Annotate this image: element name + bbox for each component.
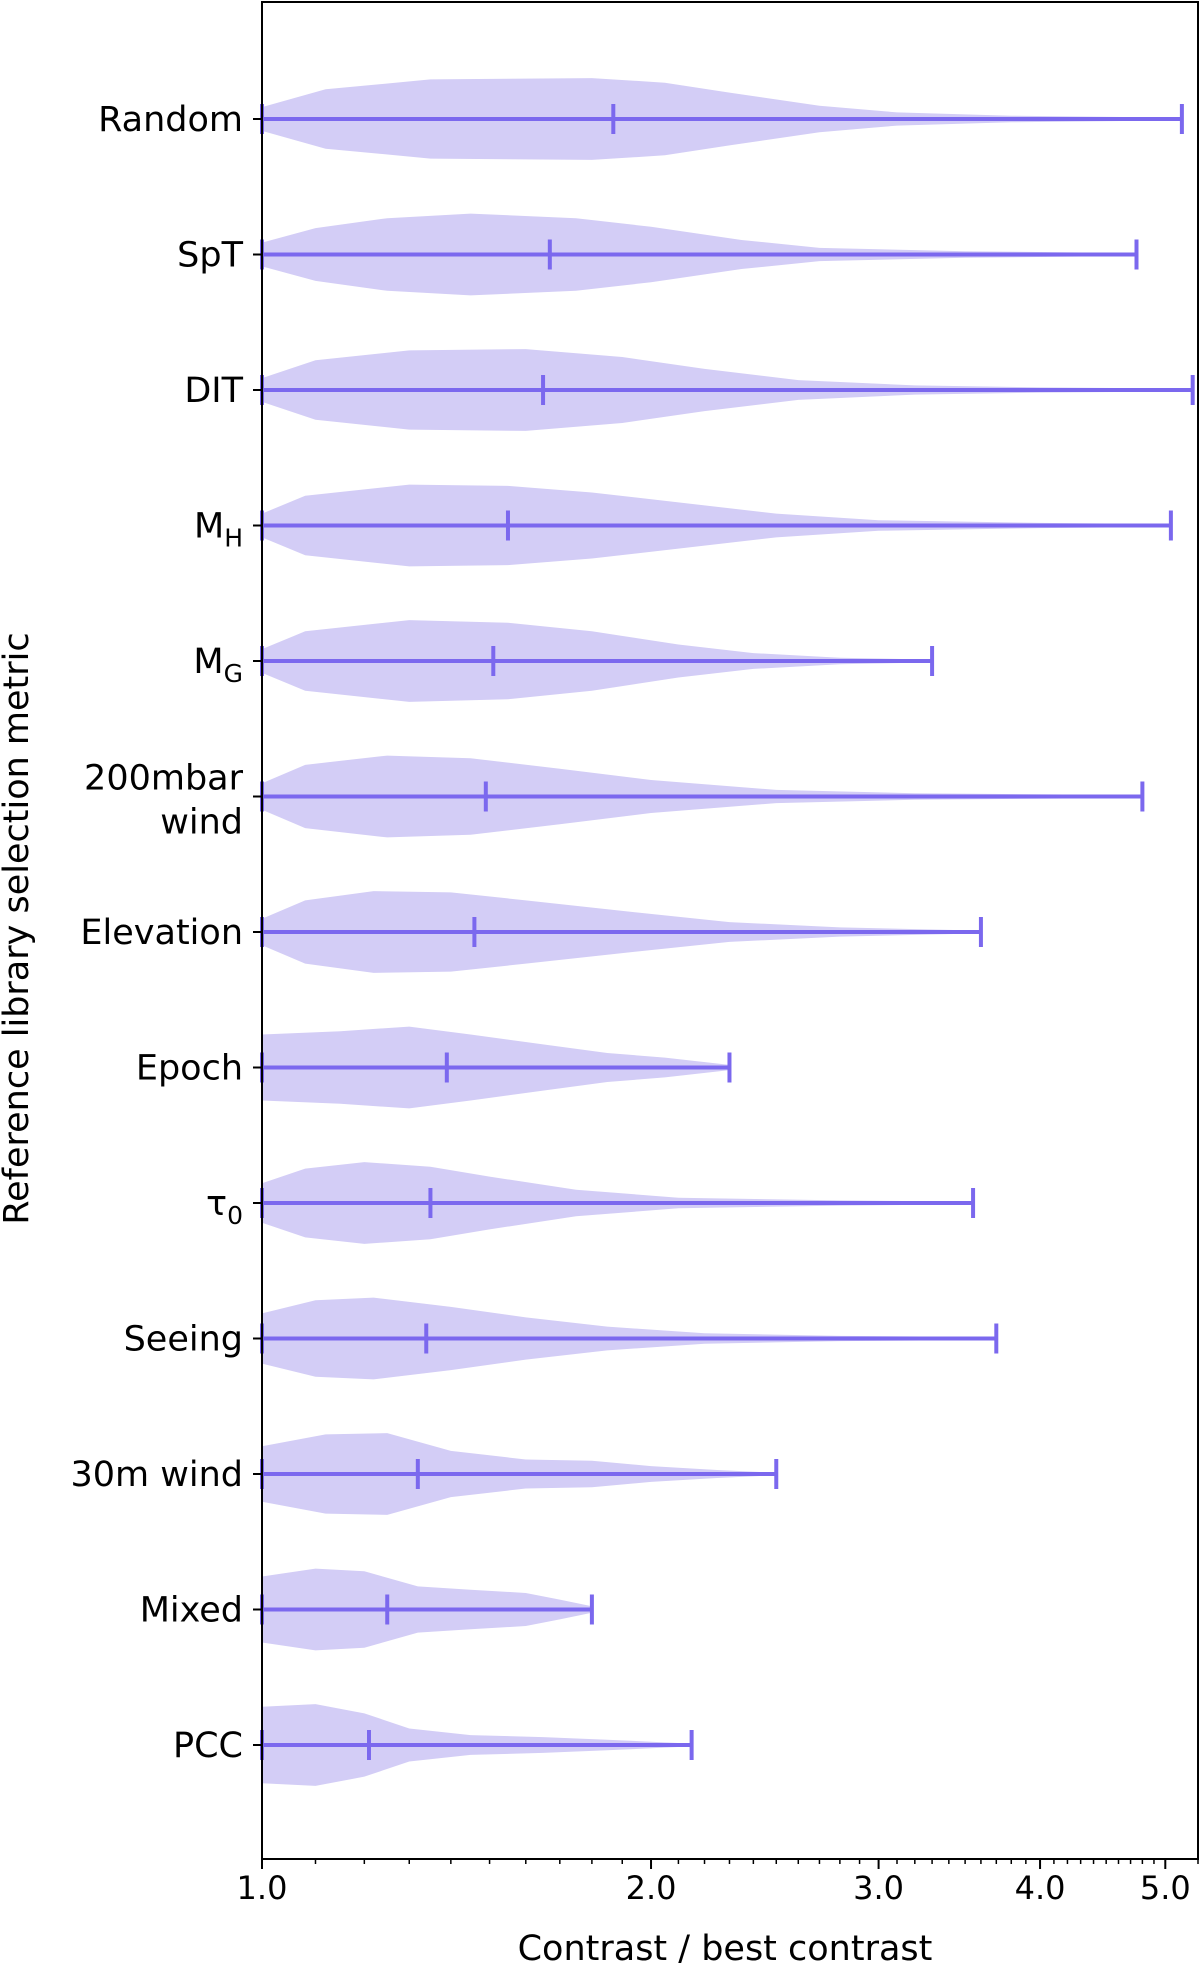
y-axis-label: Reference library selection metric (0, 632, 37, 1224)
y-tick-label: Epoch (136, 1049, 243, 1089)
y-tick-label: 30m wind (70, 1455, 243, 1495)
x-tick-label: 2.0 (626, 1869, 677, 1907)
y-tick-label: wind (160, 803, 243, 843)
y-tick-label: DIT (184, 371, 243, 411)
x-tick-label: 1.0 (237, 1869, 288, 1907)
y-tick-label: 200mbar (84, 759, 244, 799)
x-tick-label: 4.0 (1015, 1869, 1066, 1907)
y-tick-label: MG (193, 642, 243, 688)
y-tick-label: Elevation (80, 913, 243, 953)
x-tick-label: 3.0 (853, 1869, 904, 1907)
y-tick-label: PCC (173, 1726, 243, 1766)
y-tick-label: MH (194, 507, 243, 553)
y-tick-label: Random (98, 100, 243, 140)
y-tick-label: Seeing (124, 1320, 243, 1360)
y-tick-label: Mixed (140, 1591, 243, 1631)
y-tick-label: SpT (177, 236, 243, 276)
x-tick-label: 5.0 (1140, 1869, 1191, 1907)
y-tick-label: τ0 (206, 1184, 243, 1230)
x-axis-label: Contrast / best contrast (518, 1929, 933, 1965)
x-axis-ticks: 1.0 2.0 3.0 4.0 5.0 (237, 1859, 1199, 1907)
